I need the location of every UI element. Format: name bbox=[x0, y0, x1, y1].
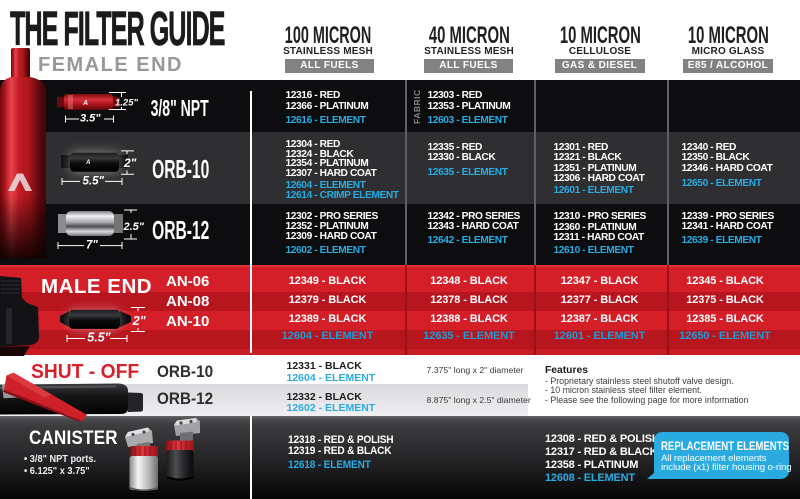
svg-text:5.5": 5.5" bbox=[87, 331, 111, 345]
svg-text:A: A bbox=[82, 100, 88, 107]
svg-text:2": 2" bbox=[123, 156, 137, 170]
svg-text:7": 7" bbox=[86, 240, 98, 252]
svg-text:1.25": 1.25" bbox=[115, 98, 138, 109]
svg-text:2.5": 2.5" bbox=[123, 221, 145, 233]
svg-text:2": 2" bbox=[132, 314, 147, 328]
svg-text:A: A bbox=[85, 160, 90, 166]
svg-text:5.5": 5.5" bbox=[83, 176, 105, 188]
svg-text:3.5": 3.5" bbox=[80, 113, 101, 125]
